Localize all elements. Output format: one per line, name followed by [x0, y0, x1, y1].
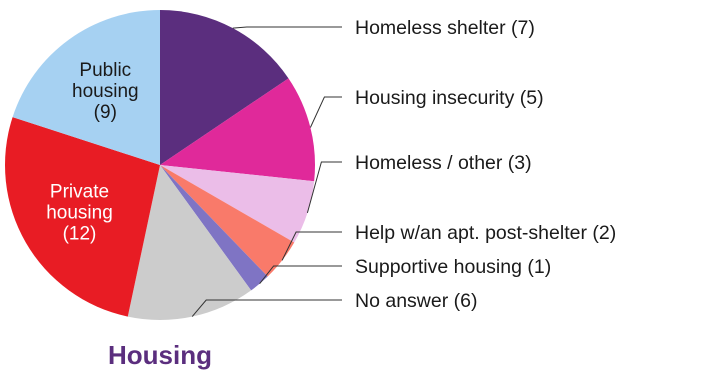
leader-lines	[191, 26, 342, 317]
chart-title: Housing	[108, 340, 212, 370]
slice-label-homeless-shelter: Homeless shelter (7)	[355, 17, 535, 39]
slice-label-line: (12)	[63, 224, 97, 245]
slice-label-public-housing: Public housing (9)	[72, 60, 139, 123]
leader-line-supportive-housing	[259, 265, 342, 285]
slice-label-private-housing: Private housing (12)	[46, 182, 113, 245]
slice-label-line: Private	[50, 182, 109, 203]
slices-layer	[5, 10, 315, 320]
slice-label-no-answer: No answer (6)	[355, 290, 477, 312]
slice-label-line: (9)	[94, 102, 117, 123]
leader-line-no-answer	[191, 299, 342, 317]
slice-label-housing-insecurity: Housing insecurity (5)	[355, 87, 544, 109]
slice-label-help-w-an-apt-post-shelter: Help w/an apt. post-shelter (2)	[355, 222, 616, 244]
slice-label-line: housing	[72, 81, 139, 102]
leader-line-homeless-other	[306, 161, 342, 214]
slice-homeless-other	[160, 165, 315, 243]
slice-label-line: Public	[79, 60, 131, 81]
slice-public-housing	[12, 10, 161, 165]
slice-housing-insecurity	[160, 78, 315, 182]
leader-line-help-w-an-apt-post-shelter	[281, 231, 342, 261]
slice-label-line: housing	[46, 203, 113, 224]
labels-layer: Homeless shelter (7) Housing insecurity (…	[46, 17, 616, 312]
slice-label-supportive-housing: Supportive housing (1)	[355, 256, 551, 278]
leader-line-housing-insecurity	[309, 96, 342, 128]
slice-label-homeless-other: Homeless / other (3)	[355, 152, 532, 174]
slice-private-housing	[5, 117, 160, 317]
slice-homeless-shelter	[160, 10, 289, 165]
slice-help-w-an-apt-post-shelter	[160, 165, 295, 277]
slice-supportive-housing	[160, 165, 268, 291]
leader-line-homeless-shelter	[232, 26, 342, 29]
slice-no-answer	[127, 165, 252, 320]
